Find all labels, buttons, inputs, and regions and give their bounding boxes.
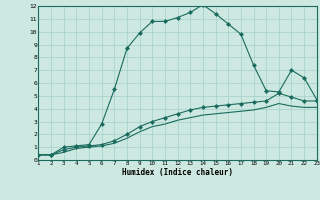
X-axis label: Humidex (Indice chaleur): Humidex (Indice chaleur) xyxy=(122,168,233,177)
